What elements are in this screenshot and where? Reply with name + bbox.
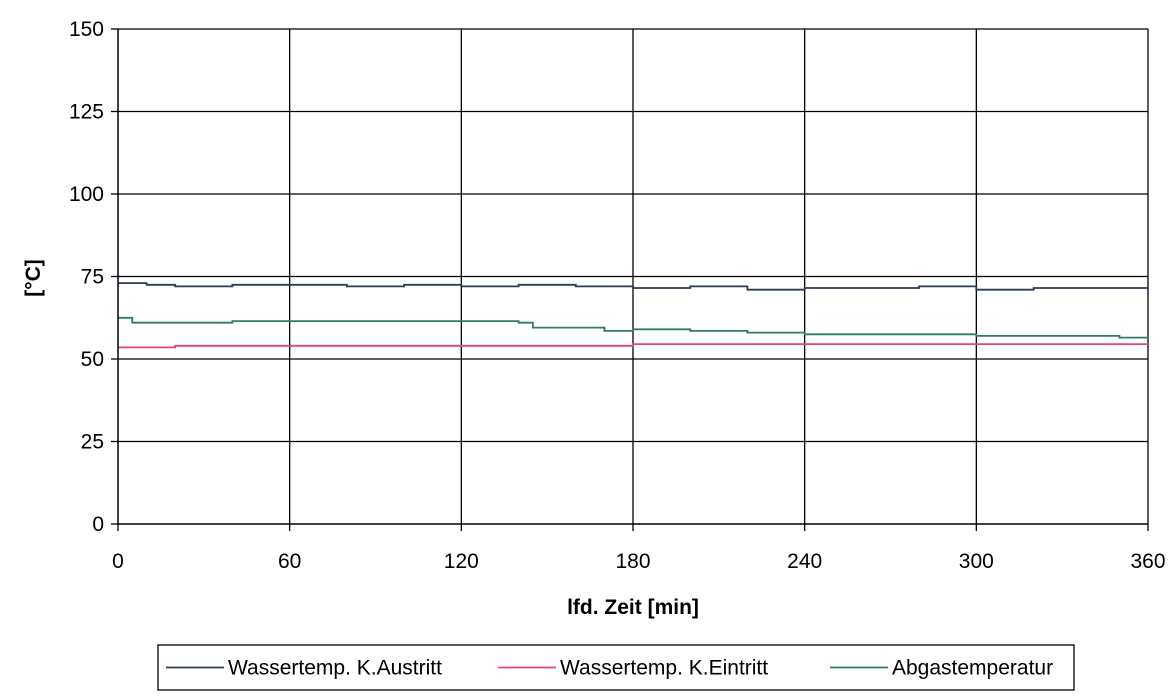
legend-label: Wassertemp. K.Austritt — [228, 657, 442, 680]
y-tick-label: 125 — [69, 101, 104, 124]
x-tick-label: 60 — [278, 550, 301, 573]
x-tick-label: 180 — [615, 550, 650, 573]
y-axis-title: [°C] — [22, 259, 45, 297]
legend-label: Abgastemperatur — [892, 657, 1053, 680]
series-layer — [118, 282, 1149, 349]
series-line-2 — [118, 343, 1148, 349]
x-tick-label: 0 — [112, 550, 124, 573]
x-tick-label: 300 — [959, 550, 994, 573]
grid-layer — [117, 28, 1149, 525]
y-tick-label: 75 — [81, 266, 104, 289]
legend: Wassertemp. K.Austritt Wassertemp. K.Eint… — [157, 644, 1075, 691]
x-tick-label: 120 — [444, 550, 479, 573]
x-tick-label: 240 — [787, 550, 822, 573]
series-line-1 — [118, 282, 1149, 291]
y-tick-label: 25 — [81, 431, 104, 454]
y-tick-label: 100 — [69, 183, 104, 206]
y-tick-label: 150 — [69, 18, 104, 41]
y-tick-label: 0 — [92, 513, 104, 536]
axis-layer: 0 25 50 75 100 125 150 0 60 120 180 240 300 360 — [69, 18, 1166, 573]
x-axis-title: lfd. Zeit [min] — [567, 596, 699, 619]
series-line-3 — [118, 316, 1149, 339]
y-tick-label: 50 — [81, 348, 104, 371]
legend-box — [157, 644, 1075, 691]
legend-label: Wassertemp. K.Eintritt — [560, 657, 768, 680]
x-tick-label: 360 — [1130, 550, 1165, 573]
